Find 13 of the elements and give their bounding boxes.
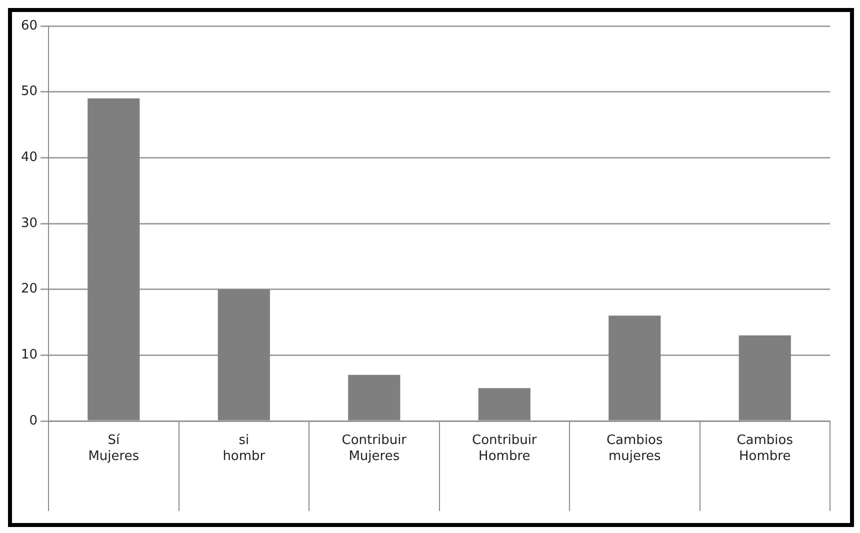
y-tick-label: 60 (20, 18, 38, 34)
y-tick-label: 50 (20, 84, 38, 100)
y-tick-label: 20 (20, 282, 38, 297)
x-tick-label: si hombr (222, 433, 266, 464)
y-tick-label: 0 (29, 413, 38, 428)
x-tick-label: Contribuir Hombre (472, 433, 538, 464)
y-tick-label: 10 (20, 348, 38, 363)
x-tick-label: Cambios mujeres (606, 433, 664, 464)
x-tick-label: Sí Mujeres (88, 433, 140, 464)
x-tick-label: Cambios Hombre (736, 433, 794, 464)
y-tick-label: 40 (20, 150, 38, 166)
x-tick-label: Contribuir Mujeres (342, 433, 408, 464)
y-tick-label: 30 (20, 216, 38, 231)
